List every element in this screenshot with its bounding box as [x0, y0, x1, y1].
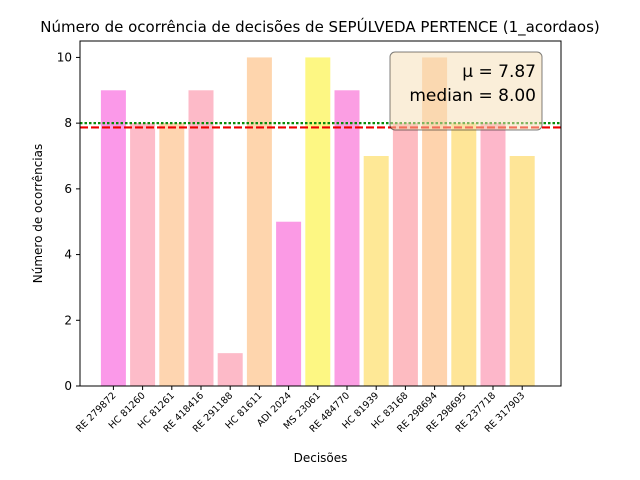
bar — [509, 156, 535, 386]
bar — [305, 57, 331, 387]
bar — [217, 353, 243, 386]
plot-frame — [79, 40, 562, 387]
y-axis-label: Número de ocorrências — [31, 144, 45, 284]
y-tick-label: 6 — [64, 182, 72, 196]
bar — [246, 57, 272, 387]
bar — [363, 156, 389, 386]
y-axis: 0 2 4 6 8 10 — [57, 50, 80, 393]
bar — [276, 221, 302, 386]
bar — [188, 90, 214, 387]
median-annotation: median = 8.00 — [409, 86, 536, 106]
bar — [334, 90, 360, 387]
bar — [130, 123, 156, 387]
bar — [100, 90, 126, 387]
y-tick-label: 10 — [57, 50, 72, 64]
stats-box — [389, 51, 543, 131]
y-tick-label: 0 — [64, 379, 72, 393]
bars-group — [100, 57, 535, 387]
y-tick-label: 8 — [64, 116, 72, 130]
bar — [480, 123, 506, 387]
bar — [392, 123, 418, 387]
stats-annotation: μ = 7.87 median = 8.00 — [389, 51, 543, 131]
mean-annotation: μ = 7.87 — [462, 62, 536, 82]
y-tick-label: 4 — [64, 248, 72, 262]
x-axis-label: Decisões — [294, 451, 348, 465]
bar — [159, 123, 185, 387]
chart-title: Número de ocorrência de decisões de SEPÚ… — [40, 17, 600, 37]
bar — [451, 123, 477, 387]
y-tick-label: 2 — [64, 313, 72, 327]
